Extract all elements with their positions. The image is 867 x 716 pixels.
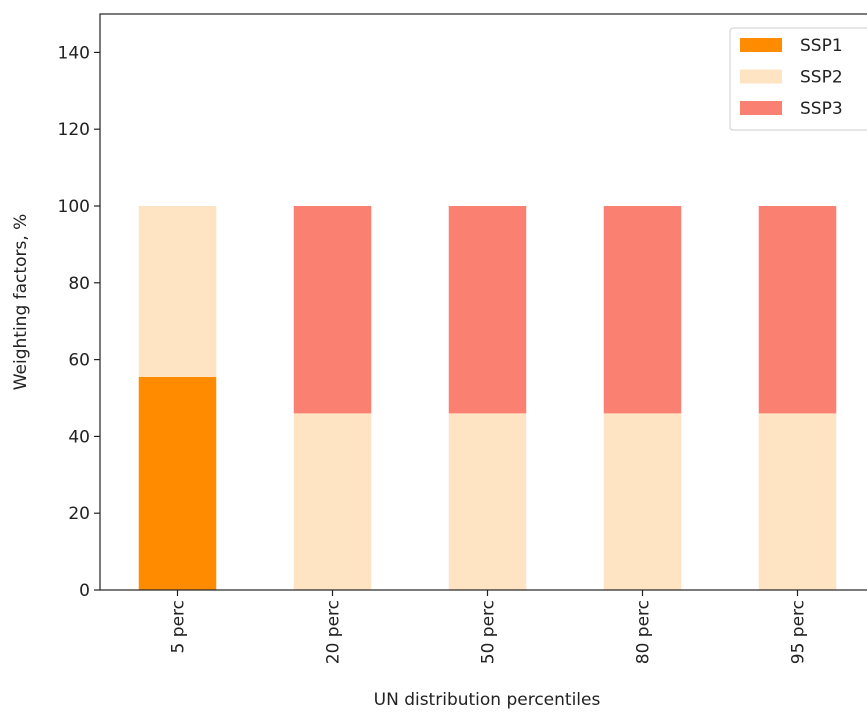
bar-segment [293,413,372,590]
x-tick-label: 50 perc [479,600,499,664]
legend-label: SSP1 [800,36,843,56]
y-tick-label: 120 [58,120,90,140]
x-axis-label: UN distribution percentiles [374,690,601,710]
x-tick-label: 80 perc [634,600,654,664]
bar-segment [758,206,837,414]
y-tick-label: 0 [79,581,90,601]
y-tick-label: 100 [58,197,90,217]
legend-label: SSP2 [800,68,843,88]
y-tick-label: 80 [68,274,90,294]
bar-segment [758,413,837,590]
bar-segment [448,206,527,414]
x-tick-label: 20 perc [324,600,344,664]
bar-segment [603,413,682,590]
y-tick-label: 40 [68,427,90,447]
bar-segment [138,376,217,590]
y-axis-label: Weighting factors, % [11,214,31,391]
y-tick-label: 20 [68,504,90,524]
legend-swatch [740,69,782,84]
x-tick-label: 95 perc [789,600,809,664]
bar-segment [138,206,217,377]
bar-segment [448,413,527,590]
legend-swatch [740,101,782,115]
x-tick-label: 5 perc [169,600,189,653]
y-tick-label: 60 [68,351,90,371]
y-tick-label: 140 [58,43,90,63]
bar-segment [293,206,372,414]
legend-swatch [740,38,782,52]
legend-label: SSP3 [800,99,843,119]
bar-segment [603,206,682,414]
